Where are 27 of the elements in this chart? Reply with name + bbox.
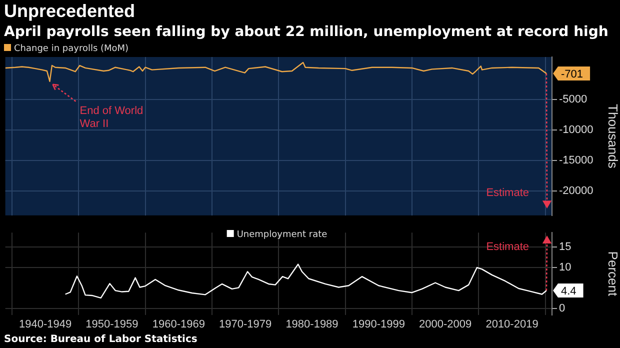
source-note: Source: Bureau of Labor Statistics (4, 334, 198, 345)
data-label: 4.4 (561, 286, 576, 298)
x-tick-label: 2010-2019 (486, 318, 538, 330)
y-tick-label: -5000 (559, 94, 588, 106)
x-tick-label: 1960-1969 (152, 318, 205, 330)
x-tick-label: 1940-1949 (19, 318, 72, 330)
y-axis-title: Thousands (606, 104, 620, 169)
chart-title: Unprecedented (4, 1, 136, 22)
y-tick-label: 10 (559, 262, 572, 274)
x-tick-label: 2000-2009 (419, 318, 472, 330)
x-tick-label: 1970-1979 (219, 318, 272, 330)
chart-subtitle: April payrolls seen falling by about 22 million, unemployment at record high (4, 24, 608, 40)
y-tick-label: 15 (559, 241, 572, 254)
y-tick-label: -15000 (559, 154, 594, 167)
legend-label: Change in payrolls (MoM) (13, 44, 129, 54)
y-tick-label: -20000 (559, 185, 594, 198)
y-tick-label: 0 (559, 302, 566, 315)
x-tick-label: 1980-1989 (286, 318, 338, 330)
x-tick-label: 1950-1959 (86, 318, 138, 330)
x-tick-label: 1990-1999 (352, 318, 405, 330)
series-label: Estimate (486, 240, 529, 253)
annotation: End of World War II (80, 104, 144, 130)
legend-label: Unemployment rate (236, 230, 328, 240)
data-label: -701 (561, 68, 584, 80)
y-tick-label: -10000 (559, 124, 594, 136)
y-axis-title: Percent (606, 251, 620, 296)
series-label: Estimate (486, 187, 529, 200)
